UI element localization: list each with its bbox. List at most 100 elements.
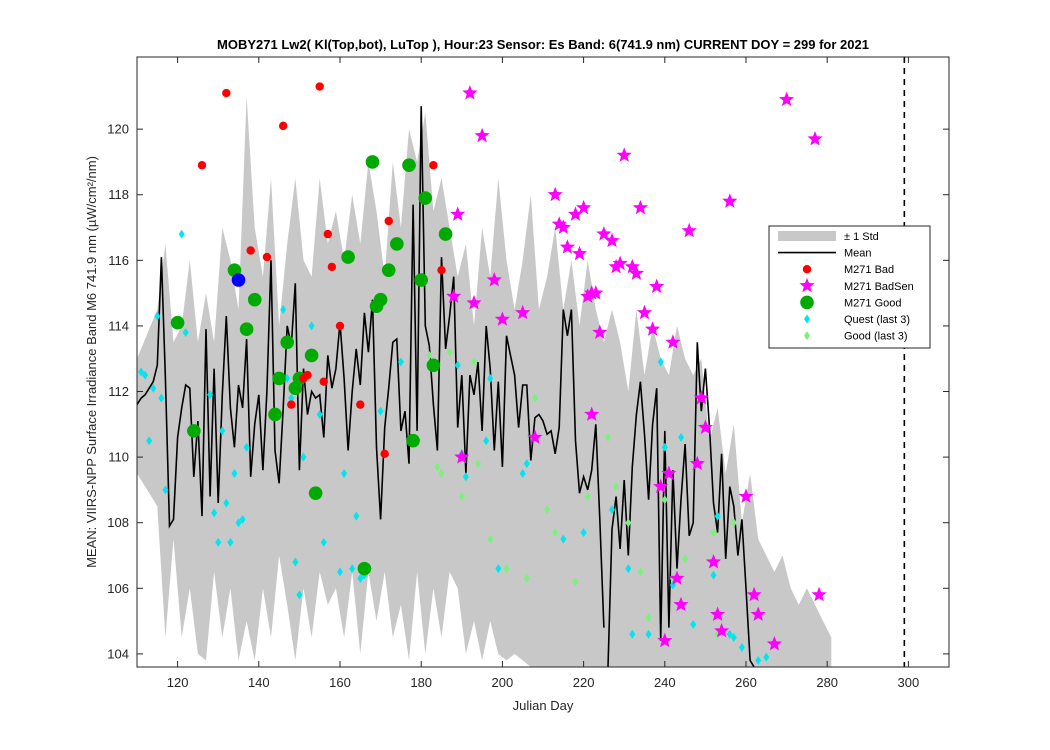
badsen-point	[738, 488, 754, 503]
bad-point	[262, 252, 272, 262]
bad-point	[356, 400, 365, 409]
quest-point	[150, 383, 157, 393]
y-tick-label: 120	[107, 122, 129, 137]
legend-bad-swatch	[802, 265, 812, 274]
bad-point	[380, 449, 389, 459]
quest-point	[397, 357, 404, 367]
quest-point	[738, 642, 745, 652]
badsen-point	[636, 304, 653, 320]
good-point	[170, 315, 185, 330]
y-tick-label: 112	[108, 384, 129, 399]
legend-label: Mean	[844, 248, 872, 260]
bad-point	[437, 265, 446, 275]
legend-label: Quest (last 3)	[844, 314, 910, 326]
good-point	[390, 237, 404, 251]
quest-point	[714, 511, 721, 521]
quest-point	[243, 442, 250, 452]
good-point	[381, 263, 396, 277]
good-point	[402, 158, 416, 173]
quest-point	[239, 514, 246, 524]
x-tick-label: 260	[735, 675, 757, 690]
quest-point	[280, 305, 287, 315]
good-last3-point	[584, 491, 591, 501]
badsen-point	[588, 285, 604, 300]
good-last3-point	[438, 469, 445, 479]
points-layer	[138, 82, 827, 665]
badsen-point	[567, 206, 584, 221]
bad-point	[197, 161, 207, 170]
quest-point	[357, 573, 364, 583]
bad-point	[287, 400, 296, 409]
bad-point	[327, 262, 337, 272]
badsen-point	[657, 632, 673, 648]
badsen-point	[811, 586, 827, 602]
good-point	[268, 407, 282, 422]
good-point	[426, 358, 441, 373]
bad-point	[319, 377, 328, 386]
good-last3-point	[544, 505, 551, 515]
quest-point	[284, 373, 291, 383]
legend-label: Good (last 3)	[844, 331, 908, 343]
bad-point	[222, 88, 231, 98]
quest-point	[320, 537, 327, 547]
quest-point	[519, 469, 526, 479]
badsen-point	[604, 232, 620, 248]
quest-point	[341, 469, 348, 479]
quest-point	[487, 373, 494, 383]
bad-point	[429, 161, 438, 170]
quest-point	[710, 570, 717, 580]
badsen-point	[714, 622, 730, 638]
badsen-point	[693, 390, 709, 405]
quest-point	[235, 518, 242, 528]
quest-point	[763, 652, 770, 662]
x-tick-label: 280	[816, 675, 838, 690]
y-tick-label: 116	[108, 253, 129, 268]
quest-point	[609, 505, 616, 515]
x-tick-label: 140	[248, 675, 270, 690]
y-axis-label: MEAN: VIIRS-NPP Surface Irradiance Band …	[84, 156, 99, 568]
y-tick-label: 104	[107, 646, 129, 661]
good-point	[247, 292, 262, 307]
x-tick-label: 180	[410, 675, 432, 690]
good-point	[304, 348, 319, 363]
good-last3-point	[458, 491, 465, 501]
good-last3-point	[604, 432, 611, 442]
badsen-point	[494, 311, 510, 326]
bad-point	[384, 216, 393, 226]
y-tick-label: 118	[108, 187, 129, 202]
quest-point	[219, 426, 226, 436]
quest-point	[483, 436, 490, 446]
good-last3-point	[470, 357, 477, 367]
good-last3-point	[645, 613, 652, 623]
good-last3-point	[710, 528, 717, 538]
quest-point	[645, 629, 652, 639]
badsen-point	[580, 288, 596, 303]
quest-point	[227, 537, 234, 547]
badsen-point	[624, 258, 640, 274]
badsen-point	[551, 216, 567, 231]
badsen-point	[612, 255, 628, 271]
quest-point	[726, 629, 733, 639]
badsen-point	[697, 419, 713, 435]
badsen-point	[584, 406, 600, 421]
quest-point	[349, 564, 356, 574]
good-point	[373, 292, 388, 307]
quest-point	[462, 472, 469, 482]
badsen-point	[653, 478, 669, 494]
highlight-point	[231, 273, 246, 287]
good-point	[308, 486, 323, 500]
x-tick-label: 300	[898, 675, 920, 690]
badsen-point	[474, 127, 490, 143]
badsen-point	[807, 131, 823, 146]
quest-point	[625, 564, 632, 574]
badsen-point	[665, 334, 681, 349]
badsen-point	[746, 586, 762, 602]
badsen-point	[779, 91, 795, 107]
badsen-point	[722, 193, 738, 208]
quest-point	[661, 442, 668, 452]
quest-point	[454, 360, 461, 370]
good-point	[438, 227, 453, 241]
legend-good-swatch	[800, 295, 814, 310]
mean-line-tail	[607, 342, 755, 667]
